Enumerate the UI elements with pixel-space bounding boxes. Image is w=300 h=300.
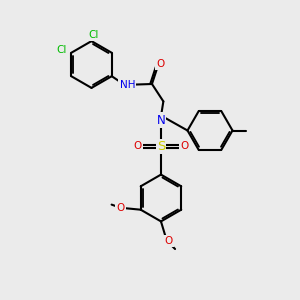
Text: Cl: Cl [89,29,99,40]
Text: O: O [180,141,188,152]
Text: O: O [156,59,164,69]
Text: O: O [164,236,172,246]
Text: N: N [157,113,165,127]
Text: O: O [134,141,142,152]
Text: O: O [116,202,125,213]
Text: NH: NH [120,80,135,90]
Text: S: S [157,140,165,153]
Text: Cl: Cl [56,45,67,55]
